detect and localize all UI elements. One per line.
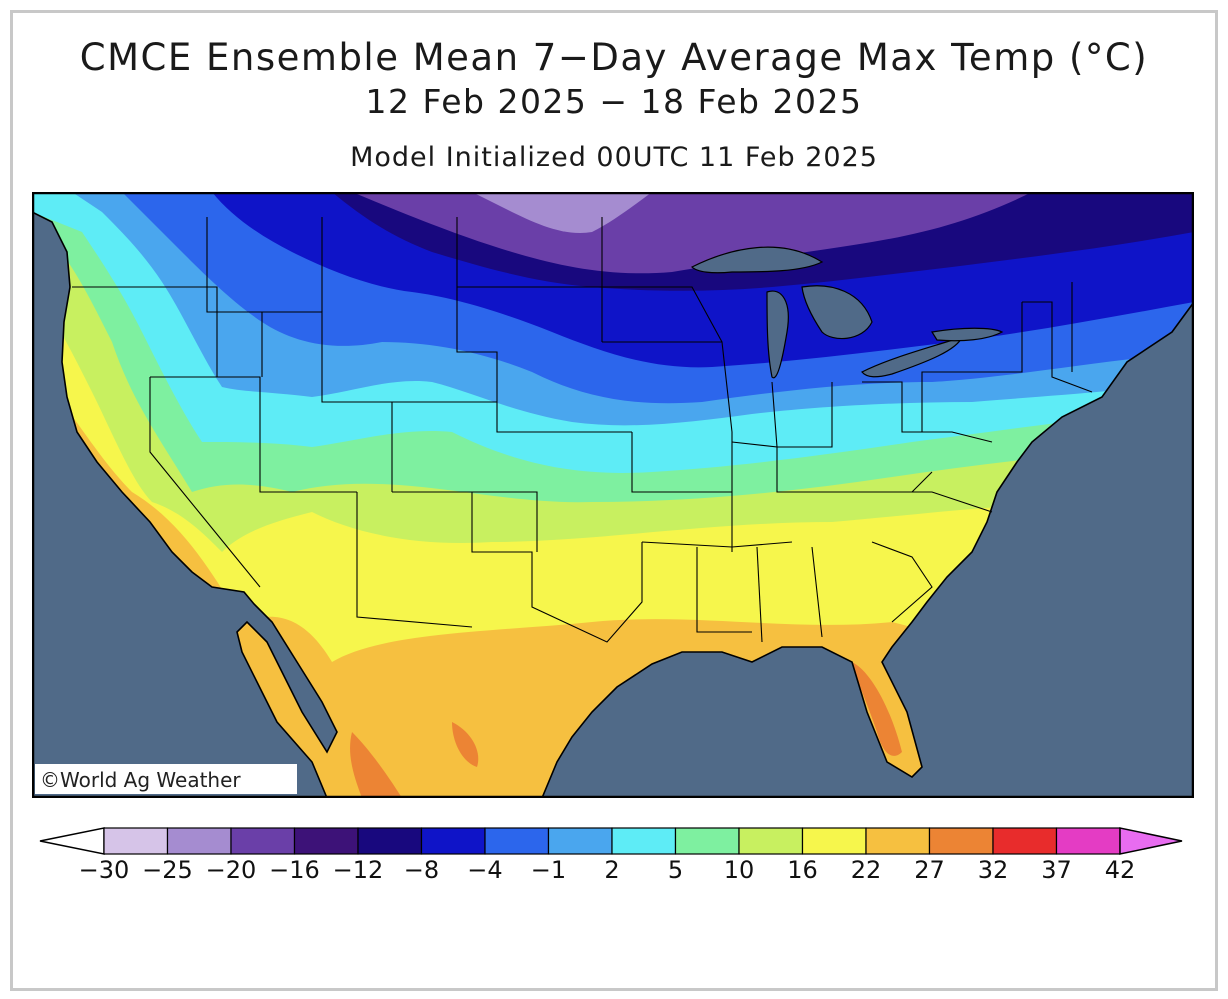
- legend-label: 16: [787, 856, 818, 884]
- legend-swatch: [547, 827, 613, 855]
- legend-swatches: [39, 827, 1183, 855]
- legend-label: 37: [1041, 856, 1072, 884]
- legend-swatch: [865, 827, 931, 855]
- great-lakes: [690, 246, 1004, 379]
- legend-labels: −30 −25 −20 −16 −12 −8 −4 −1 2 5 10 16 22 27 32 37 42: [79, 856, 1136, 884]
- legend-label: −20: [206, 856, 257, 884]
- legend-swatch: [674, 827, 740, 855]
- state-boundaries: [72, 217, 1093, 643]
- legend-swatch: [357, 827, 423, 855]
- legend-swatch: [801, 827, 867, 855]
- map-border: [32, 192, 1194, 798]
- legend-label: 10: [724, 856, 755, 884]
- legend-label: −8: [404, 856, 439, 884]
- legend-label: −4: [467, 856, 502, 884]
- credit-box: ©World Ag Weather: [35, 764, 297, 794]
- legend-label: 32: [978, 856, 1009, 884]
- legend-swatch: [928, 827, 994, 855]
- legend-under-arrow: [39, 827, 105, 855]
- legend-swatch: [738, 827, 804, 855]
- coastline: [32, 192, 1194, 798]
- map-title: CMCE Ensemble Mean 7−Day Average Max Tem…: [79, 36, 1149, 79]
- legend-label: −1: [531, 856, 566, 884]
- legend-over-arrow: [1119, 827, 1183, 855]
- temperature-map: ©World Ag Weather: [32, 192, 1194, 798]
- legend-label: −30: [79, 856, 130, 884]
- legend-swatch: [166, 827, 232, 855]
- legend-label: 27: [914, 856, 945, 884]
- legend-label: −16: [269, 856, 320, 884]
- legend-label: −12: [333, 856, 384, 884]
- legend-swatch: [484, 827, 550, 855]
- color-legend: −30 −25 −20 −16 −12 −8 −4 −1 2 5 10 16 22 27 32 37 42: [39, 827, 1183, 884]
- legend-swatch: [103, 827, 169, 855]
- legend-swatch: [230, 827, 296, 855]
- legend-label: −25: [142, 856, 193, 884]
- legend-swatch: [420, 827, 486, 855]
- legend-label: 42: [1105, 856, 1136, 884]
- date-range: 12 Feb 2025 − 18 Feb 2025: [365, 82, 863, 121]
- legend-swatch: [1055, 827, 1121, 855]
- legend-swatch: [293, 827, 359, 855]
- legend-swatch: [611, 827, 677, 855]
- credit-text: ©World Ag Weather: [40, 768, 241, 792]
- legend-label: 22: [851, 856, 882, 884]
- model-init-subtitle: Model Initialized 00UTC 11 Feb 2025: [350, 142, 878, 173]
- legend-swatch: [992, 827, 1058, 855]
- legend-label: 2: [604, 856, 619, 884]
- legend-label: 5: [668, 856, 683, 884]
